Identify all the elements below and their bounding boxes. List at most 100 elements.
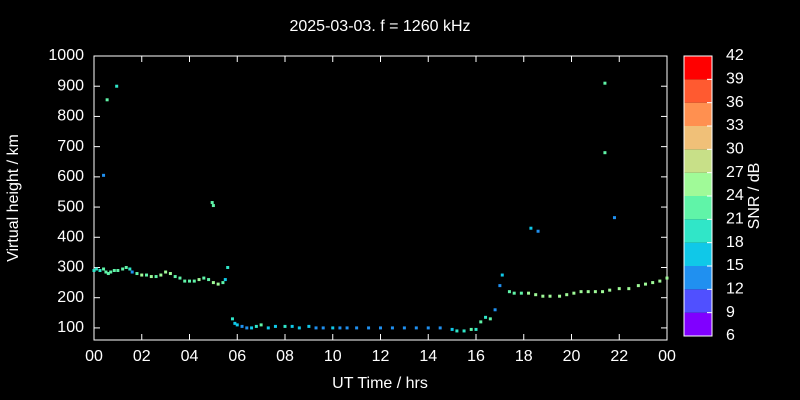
y-axis-label: Virtual height / km [5,134,22,262]
colorbar-tick-label: 21 [726,211,744,228]
data-point [414,326,418,330]
data-point [216,282,220,286]
data-point [527,291,531,295]
x-axis-label: UT Time / hrs [332,375,428,392]
data-point [617,287,621,291]
colorbar-tick-label: 18 [726,234,744,251]
y-tick-label: 700 [57,138,84,155]
data-point [124,265,128,269]
colorbar-band [684,126,712,150]
data-point [130,270,134,274]
colorbar-band [684,266,712,290]
data-point [149,275,153,279]
data-point [233,321,237,325]
data-point [128,267,132,271]
data-point [235,323,239,327]
colorbar-tick-label: 15 [726,257,744,274]
data-point [168,272,172,276]
x-tick-label: 10 [324,348,342,365]
x-tick-label: 06 [228,348,246,365]
colorbar-tick-label: 24 [726,187,744,204]
y-tick-label: 1000 [48,47,84,64]
data-point [178,276,182,280]
data-point [462,329,466,333]
data-point [173,275,177,279]
y-tick-label: 600 [57,168,84,185]
y-tick-label: 400 [57,228,84,245]
data-point [455,329,459,333]
data-point [140,273,144,277]
y-tick-label: 100 [57,319,84,336]
data-point [565,293,569,297]
data-point [226,265,230,269]
data-point [98,269,102,273]
data-point [202,276,206,280]
data-point [379,326,382,330]
data-point [290,324,294,328]
chart-title: 2025-03-03. f = 1260 kHz [289,18,470,35]
data-point [223,278,227,282]
data-point [479,320,483,324]
data-point [665,276,669,280]
colorbar-tick-label: 36 [726,94,744,111]
data-point [644,282,648,286]
data-point [558,294,562,298]
data-point [450,327,454,331]
data-point [307,324,311,328]
data-point [548,294,552,298]
data-point [529,226,533,230]
data-point [92,269,96,273]
data-point [221,281,225,285]
data-point [469,327,473,331]
data-point [106,272,110,276]
data-point [112,269,116,273]
data-point [273,324,277,328]
x-tick-label: 00 [85,348,103,365]
data-point [154,275,158,279]
data-point [438,326,442,330]
data-point [500,273,504,277]
data-point [197,278,201,282]
data-point [390,326,394,330]
colorbar-tick-label: 9 [726,304,735,321]
y-tick-label: 900 [57,77,84,94]
colorbar-tick-label: 27 [726,164,744,181]
data-point [183,279,187,283]
colorbar-band [684,196,712,220]
data-point [331,326,335,330]
y-tick-label: 300 [57,259,84,276]
data-point [345,326,349,330]
data-point [603,151,607,155]
data-point [579,290,583,294]
x-tick-label: 00 [658,348,676,365]
data-point [259,323,263,327]
data-point [240,324,244,328]
data-point [121,267,125,271]
y-tick-label: 800 [57,108,84,125]
x-tick-label: 02 [133,348,151,365]
y-tick-label: 200 [57,289,84,306]
data-point [612,216,616,220]
data-point [211,281,215,285]
data-point [254,324,258,328]
data-point [338,326,342,330]
data-point [210,201,214,205]
data-point [484,315,488,319]
colorbar-tick-label: 39 [726,71,744,88]
data-point [109,270,113,274]
x-tick-label: 20 [563,348,581,365]
data-point [474,327,478,331]
data-point [250,326,254,330]
data-point [297,326,301,330]
data-point [367,326,371,330]
data-point [355,326,359,330]
colorbar-tick-label: 6 [726,327,735,344]
data-point [636,284,640,288]
colorbar-band [684,79,712,103]
colorbar-tick-label: 30 [726,141,744,158]
y-tick-label: 500 [57,198,84,215]
x-tick-label: 04 [181,348,199,365]
data-point [159,273,163,277]
data-point [488,317,492,321]
